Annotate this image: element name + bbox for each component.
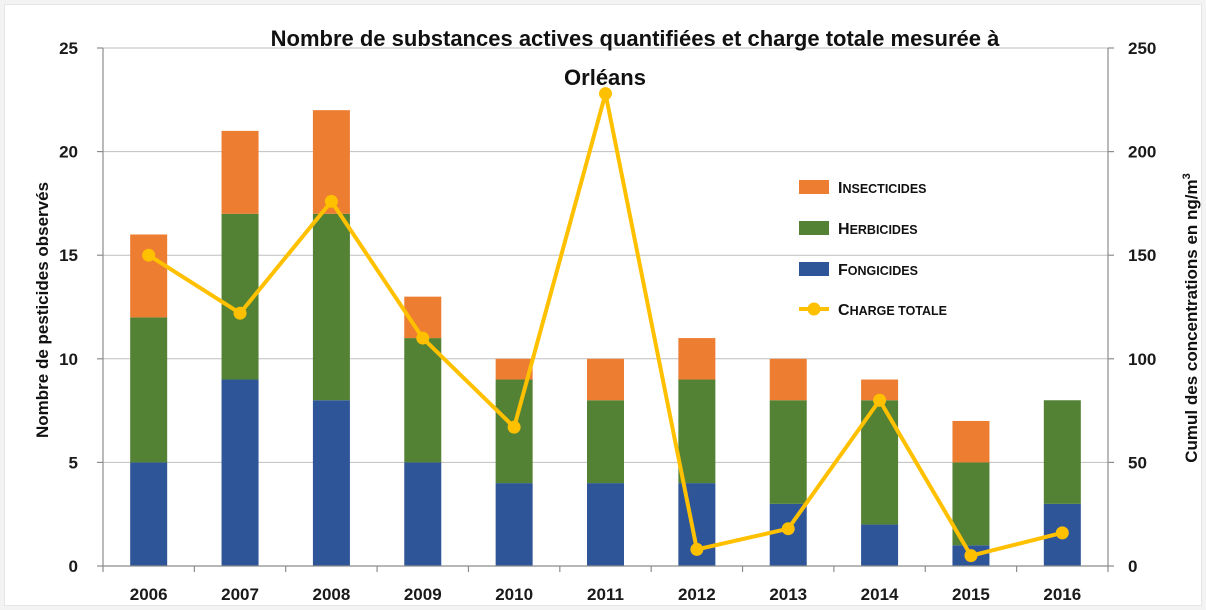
- bar-fongicides-2007: [221, 379, 259, 566]
- bar-herbicides-2016: [1043, 400, 1081, 504]
- point-charge-totale-2013: [781, 522, 795, 536]
- y2-axis-label-text: Cumul des concentrations en ng/m: [1182, 179, 1201, 462]
- bar-insecticides-2012: [678, 338, 716, 380]
- point-charge-totale-2009: [416, 331, 430, 345]
- legend-label-insecticides: INSECTICIDES: [838, 180, 927, 197]
- x-tick-label: 2008: [312, 585, 350, 604]
- bar-fongicides-2010: [495, 483, 533, 566]
- y2-tick-label: 0: [1128, 557, 1137, 576]
- bar-herbicides-2012: [678, 379, 716, 484]
- bar-insecticides-2014: [861, 379, 899, 401]
- x-tick-label: 2016: [1043, 585, 1081, 604]
- legend-swatch-charge-totale-marker: [807, 302, 821, 316]
- legend-label-herbicides: HERBICIDES: [838, 221, 918, 238]
- x-tick-label: 2014: [861, 585, 899, 604]
- point-charge-totale-2006: [142, 248, 156, 262]
- point-charge-totale-2014: [873, 393, 887, 407]
- x-tick-label: 2007: [221, 585, 259, 604]
- y-tick-label: 0: [69, 557, 78, 576]
- bar-insecticides-2011: [587, 358, 624, 401]
- line-group: [142, 87, 1069, 563]
- x-tick-label: 2010: [495, 585, 533, 604]
- bars-group: [130, 110, 1081, 566]
- point-charge-totale-2008: [324, 194, 338, 208]
- point-charge-totale-2010: [507, 420, 521, 434]
- legend: INSECTICIDES HERBICIDES FONGICIDES CHARGE T…: [799, 180, 947, 319]
- y2-tick-label: 250: [1128, 39, 1156, 58]
- x-tick-label: 2006: [130, 585, 168, 604]
- bar-insecticides-2013: [769, 358, 807, 401]
- bar-fongicides-2011: [587, 483, 624, 566]
- x-tick-label: 2013: [769, 585, 807, 604]
- y2-axis-label: Cumul des concentrations en ng/m3: [1181, 173, 1201, 463]
- y-tick-label: 10: [59, 350, 78, 369]
- bar-insecticides-2006: [130, 234, 168, 318]
- x-tick-label: 2009: [404, 585, 442, 604]
- point-charge-totale-2015: [964, 549, 978, 563]
- x-tick-label: 2011: [587, 585, 624, 604]
- chart-title-line-1: Nombre de substances actives quantifiées…: [271, 26, 1000, 51]
- bar-insecticides-2007: [221, 130, 259, 214]
- bar-herbicides-2006: [130, 317, 168, 463]
- x-tick-label: 2015: [952, 585, 990, 604]
- y-tick-label: 5: [69, 453, 78, 472]
- bar-insecticides-2010: [495, 358, 533, 380]
- legend-swatch-herbicides: [799, 221, 829, 235]
- chart-title-line-2: Orléans: [564, 65, 646, 90]
- y2-tick-label: 200: [1128, 143, 1156, 162]
- y-axis-label: Nombre de pesticides observés: [33, 182, 52, 438]
- bar-insecticides-2015: [952, 420, 990, 463]
- point-charge-totale-2007: [233, 306, 247, 320]
- point-charge-totale-2012: [690, 542, 704, 556]
- bar-herbicides-2011: [587, 400, 624, 484]
- x-tick-label: 2012: [678, 585, 716, 604]
- legend-swatch-insecticides: [799, 180, 829, 194]
- bar-herbicides-2013: [769, 400, 807, 504]
- y-tick-label: 20: [59, 143, 78, 162]
- legend-label-fongicides: FONGICIDES: [838, 262, 918, 279]
- bar-fongicides-2014: [861, 524, 899, 566]
- point-charge-totale-2011: [599, 87, 612, 101]
- y2-tick-label: 50: [1128, 453, 1147, 472]
- y2-tick-label: 100: [1128, 350, 1156, 369]
- y2-axis-label-superscript: 3: [1181, 173, 1193, 179]
- bar-fongicides-2008: [312, 400, 350, 566]
- bar-herbicides-2009: [404, 338, 442, 463]
- bar-herbicides-2008: [312, 213, 350, 401]
- y-tick-label: 25: [59, 39, 78, 58]
- bar-fongicides-2006: [130, 462, 168, 566]
- legend-label-charge-totale: CHARGE TOTALE: [838, 302, 947, 319]
- point-charge-totale-2016: [1055, 526, 1069, 540]
- y-tick-label: 15: [59, 246, 78, 265]
- bar-fongicides-2009: [404, 462, 442, 566]
- legend-swatch-fongicides: [799, 262, 829, 276]
- y2-tick-label: 150: [1128, 246, 1156, 265]
